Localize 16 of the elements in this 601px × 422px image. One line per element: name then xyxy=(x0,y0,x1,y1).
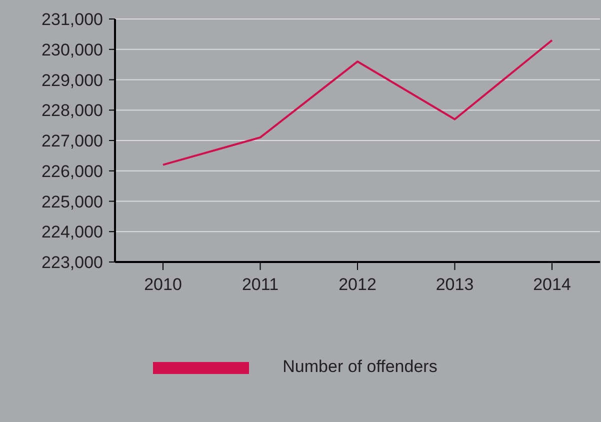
y-tick-label: 226,000 xyxy=(42,162,103,181)
y-tick-label: 224,000 xyxy=(42,222,103,242)
y-tick-label: 223,000 xyxy=(42,253,103,272)
text: Number of offenders xyxy=(282,357,438,376)
x-tick-label: 2010 xyxy=(144,275,182,294)
x-tick-label: 2011 xyxy=(242,275,279,294)
y-tick-label: 228,000 xyxy=(42,101,103,120)
y-tick-label: 230,000 xyxy=(42,40,103,60)
line-series xyxy=(162,39,553,166)
y-tick-label: 231,000 xyxy=(42,10,103,30)
y-tick-label: 227,000 xyxy=(42,132,103,151)
x-tick-label: 2012 xyxy=(338,275,376,294)
y-tick-label: 225,000 xyxy=(42,192,103,212)
x-tick-label: 2014 xyxy=(533,275,571,294)
y-tick-label: 229,000 xyxy=(42,70,103,90)
x-tick-label: 2013 xyxy=(436,275,474,294)
